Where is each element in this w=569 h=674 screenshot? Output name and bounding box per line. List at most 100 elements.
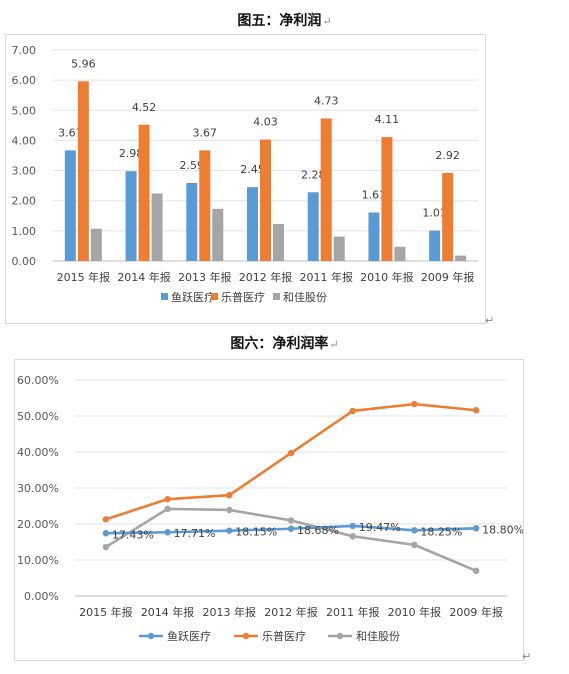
data-point [287,525,295,532]
data-point [287,517,295,524]
bar [199,150,211,261]
bar [442,172,454,261]
x-tick-label: 2012 年报 [264,605,318,619]
bar [138,124,150,261]
x-tick-label: 2014 年报 [141,605,195,619]
y-tick-label: 40.00% [17,446,59,459]
legend-label: 和佳股份 [356,629,400,643]
bar [429,230,441,261]
data-label: 2.92 [435,149,460,162]
data-point [164,529,171,536]
data-label: 1.61 [362,188,387,201]
x-tick-label: 2013 年报 [203,605,257,619]
x-tick-label: 2011 年报 [326,605,380,619]
data-point [226,527,233,534]
x-tick-label: 2015 年报 [57,270,111,284]
y-tick-label: 3.00 [12,165,37,178]
data-label: 2.45 [240,163,265,176]
data-label: 4.52 [132,101,157,114]
y-tick-label: 6.00 [12,74,37,87]
legend-marker [242,632,250,640]
figure5-title-text: 图五：净利润 [237,13,322,29]
x-tick-label: 2011 年报 [299,270,353,284]
data-point [411,527,418,534]
bar [212,208,224,261]
y-tick-label: 30.00% [17,482,59,495]
paragraph-mark: ↵ [485,314,495,327]
net-margin-chart-frame: 0.00% 10.00% 20.00% 30.00% 40.00% 50.00% 60.00… [14,359,524,661]
y-tick-label: 20.00% [17,518,59,531]
data-label: 2.98 [119,147,144,160]
data-point [102,516,110,523]
bar [151,193,163,261]
data-label: 17.71% [174,527,216,540]
data-point [102,530,110,537]
data-point [226,492,233,499]
figure5-title: 图五：净利润↵ [0,10,569,30]
data-point [349,522,356,530]
x-tick-label: 2010 年报 [388,605,442,619]
data-label: 19.47% [359,521,401,534]
paragraph-mark: ↵ [329,338,339,351]
data-label: 18.68% [297,524,339,537]
data-point [472,407,480,414]
bar [320,118,332,261]
data-label: 17.43% [112,528,154,541]
net-profit-chart-frame: 0.00 1.00 2.00 3.00 4.00 5.00 6.00 7.00 2015 年报 3… [5,34,486,324]
data-label: 4.73 [314,94,339,107]
x-tick-label: 2014 年报 [117,270,171,284]
data-point [472,525,480,532]
y-tick-label: 5.00 [12,104,37,117]
y-tick-label: 10.00% [17,554,59,567]
bar [273,223,284,261]
data-label: 18.80% [482,523,523,536]
legend-marker [147,632,155,640]
legend-marker [336,632,344,640]
y-tick-label: 2.00 [12,195,37,208]
y-tick-label: 0.00% [24,590,59,603]
paragraph-mark: ↵ [322,15,332,28]
bar [455,255,467,261]
net-profit-bar-chart: 0.00 1.00 2.00 3.00 4.00 5.00 6.00 7.00 2015 年报 3… [12,44,478,304]
data-point [164,495,171,503]
data-label: 4.11 [375,113,400,126]
legend-swatch [161,293,168,300]
y-tick-label: 60.00% [17,374,59,387]
data-point [349,407,356,415]
bar [381,137,393,261]
data-label: 2.59 [180,159,205,172]
data-label: 4.03 [253,116,278,129]
legend-label: 鱼跃医疗 [167,629,211,643]
y-tick-label: 4.00 [12,134,37,147]
y-tick-label: 7.00 [12,44,37,57]
data-label: 18.15% [235,526,277,539]
x-tick-label: 2013 年报 [178,270,232,284]
net-margin-line-chart: 0.00% 10.00% 20.00% 30.00% 40.00% 50.00% 60.00… [17,374,524,643]
data-label: 3.67 [58,126,83,139]
series-line [105,402,477,521]
bar [333,236,345,261]
x-tick-label: 2009 年报 [449,605,503,619]
bar [307,192,319,261]
legend-swatch [211,293,218,300]
bar [394,246,406,261]
bar [260,139,271,261]
data-label: 3.67 [193,126,218,139]
data-label: 5.96 [71,57,96,70]
x-tick-label: 2012 年报 [239,270,293,284]
x-tick-label: 2010 年报 [360,270,414,284]
bar [247,187,258,261]
data-label: 2.28 [301,168,326,181]
data-point [411,541,418,549]
data-point [411,400,418,408]
bar [77,81,89,261]
bar [186,182,198,261]
bar [90,228,102,261]
data-label: 18.25% [420,525,462,538]
legend-swatch [273,293,280,300]
data-point [102,543,110,551]
paragraph-mark: ↵ [522,650,532,663]
y-tick-label: 1.00 [12,225,37,238]
legend-label: 乐普医疗 [262,629,306,643]
figure6-title: 图六：净利润率↵ [0,333,569,353]
